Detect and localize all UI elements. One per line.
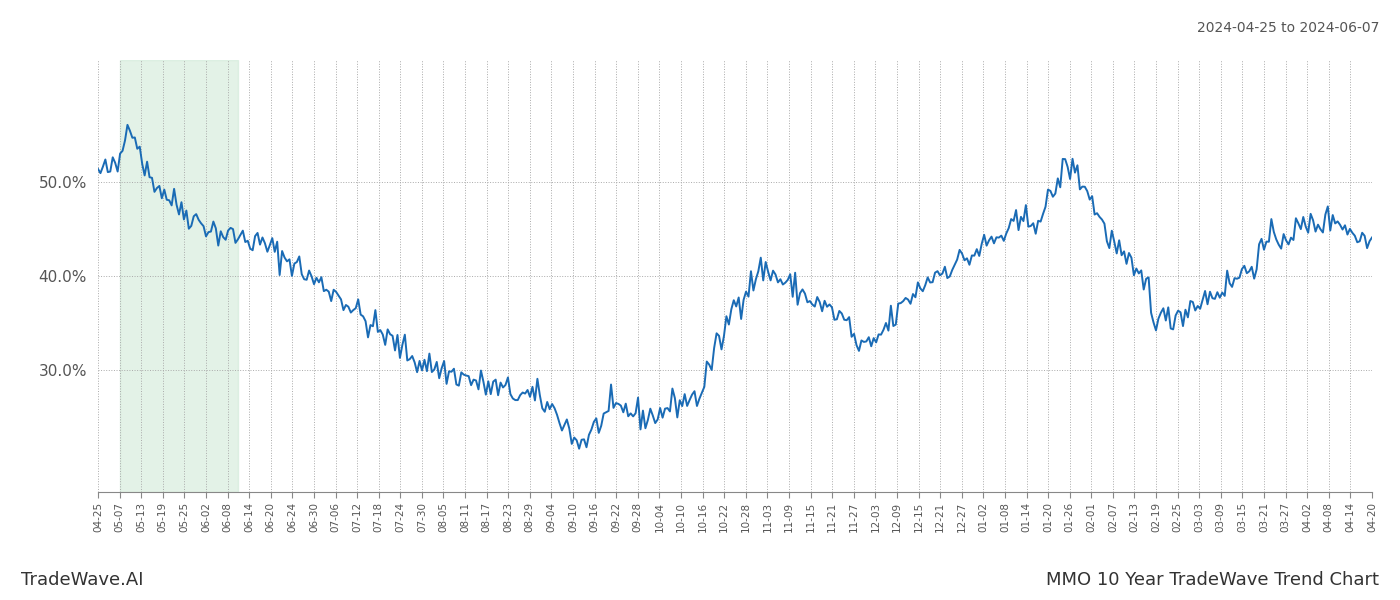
Text: TradeWave.AI: TradeWave.AI — [21, 571, 143, 589]
Text: 2024-04-25 to 2024-06-07: 2024-04-25 to 2024-06-07 — [1197, 21, 1379, 35]
Text: MMO 10 Year TradeWave Trend Chart: MMO 10 Year TradeWave Trend Chart — [1046, 571, 1379, 589]
Bar — [119, 60, 238, 492]
